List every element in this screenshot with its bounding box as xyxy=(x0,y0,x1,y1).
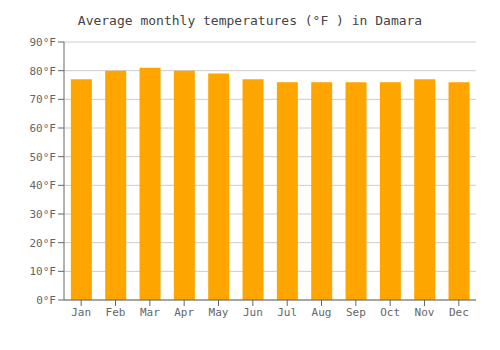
svg-text:Nov: Nov xyxy=(415,306,435,319)
svg-text:Dec: Dec xyxy=(449,306,469,319)
svg-text:Oct: Oct xyxy=(380,306,400,319)
html-text:Average monthly temperatures (: Average monthly temperatures (°F ) in Da… xyxy=(77,13,423,28)
svg-text:Sep: Sep xyxy=(346,306,366,319)
svg-text:Mar: Mar xyxy=(140,306,160,319)
svg-text:10°F: 10°F xyxy=(30,265,57,278)
svg-text:Apr: Apr xyxy=(174,306,194,319)
svg-text:0°F: 0°F xyxy=(36,294,56,307)
svg-text:30°F: 30°F xyxy=(30,208,57,221)
svg-text:80°F: 80°F xyxy=(30,65,57,78)
svg-text:Aug: Aug xyxy=(312,306,332,319)
svg-text:90°F: 90°F xyxy=(30,36,57,49)
svg-text:Jun: Jun xyxy=(243,306,263,319)
svg-text:Jan: Jan xyxy=(71,306,91,319)
svg-text:50°F: 50°F xyxy=(30,151,57,164)
svg-text:May: May xyxy=(209,306,229,319)
svg-text:70°F: 70°F xyxy=(30,93,57,106)
svg-text:Jul: Jul xyxy=(277,306,297,319)
svg-text:Feb: Feb xyxy=(106,306,126,319)
svg-text:60°F: 60°F xyxy=(30,122,57,135)
svg-text:20°F: 20°F xyxy=(30,237,57,250)
svg-text:40°F: 40°F xyxy=(30,179,57,192)
